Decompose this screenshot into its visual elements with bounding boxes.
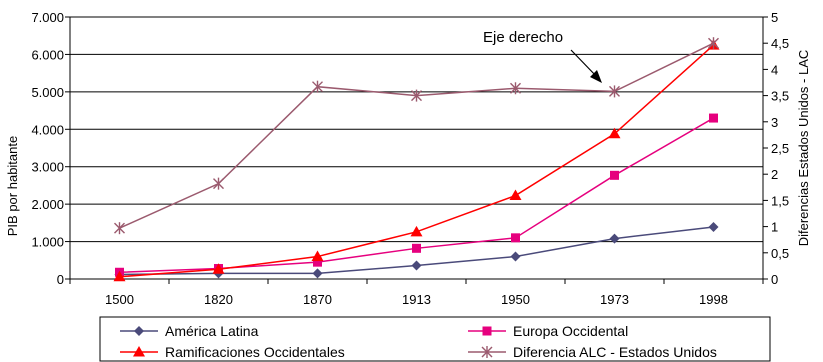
data-point — [114, 222, 125, 235]
x-tick-label: 1913 — [402, 292, 431, 307]
data-point — [509, 189, 522, 201]
legend-item: Ramificaciones Occidentales — [120, 344, 345, 360]
data-point — [212, 263, 225, 274]
legend-item: Diferencia ALC - Estados Unidos — [468, 344, 717, 360]
right-tick-label: 3 — [771, 115, 778, 130]
legend-label: América Latina — [165, 323, 259, 339]
data-point — [708, 37, 719, 50]
series-line — [119, 42, 714, 229]
left-tick-label: 1.000 — [31, 235, 64, 250]
left-tick-label: 0 — [57, 272, 64, 287]
data-point — [411, 89, 422, 102]
data-point — [510, 251, 521, 262]
x-tick-label: 1950 — [501, 292, 530, 307]
series-square — [115, 113, 718, 277]
data-point — [311, 250, 324, 262]
right-tick-label: 1 — [771, 220, 778, 235]
left-tick-label: 5.000 — [31, 85, 64, 100]
annotation: Eje derecho — [483, 29, 602, 83]
legend-marker — [133, 346, 145, 357]
data-point — [510, 82, 521, 95]
left-axis-title: PIB por habitante — [5, 136, 20, 236]
legend-label: Europa Occidental — [513, 323, 628, 339]
left-tick-label: 4.000 — [31, 122, 64, 137]
gridlines — [70, 16, 763, 243]
x-axis-ticks: 1500 1820 1870 1913 1950 1973 1998 — [69, 279, 764, 307]
legend-label: Diferencia ALC - Estados Unidos — [513, 344, 717, 360]
legend-item: América Latina — [120, 323, 259, 339]
data-point — [411, 260, 422, 271]
x-tick-label: 1820 — [204, 292, 233, 307]
data-point — [313, 257, 322, 267]
left-tick-label: 2.000 — [31, 197, 64, 212]
x-tick-label: 1500 — [105, 292, 134, 307]
data-point — [412, 243, 421, 253]
right-tick-label: 2 — [771, 167, 778, 182]
x-tick-label: 1870 — [303, 292, 332, 307]
left-tick-label: 6.000 — [31, 47, 64, 62]
annotation-label: Eje derecho — [483, 29, 563, 46]
right-tick-label: 1,5 — [771, 193, 789, 208]
right-tick-label: 0,5 — [771, 246, 789, 261]
legend-label: Ramificaciones Occidentales — [165, 344, 345, 360]
data-point — [608, 127, 621, 139]
annotation-arrow-line — [570, 49, 599, 79]
annotation-arrow-head — [590, 70, 602, 83]
right-tick-label: 2,5 — [771, 141, 789, 156]
right-tick-label: 4,5 — [771, 36, 789, 51]
left-tick-label: 3.000 — [31, 160, 64, 175]
right-tick-label: 4 — [771, 62, 778, 77]
left-tick-label: 7.000 — [31, 10, 64, 25]
legend-marker — [482, 326, 492, 336]
legend-marker — [134, 326, 144, 336]
data-point — [609, 233, 620, 244]
series-layer — [113, 37, 720, 282]
x-tick-label: 1998 — [699, 292, 728, 307]
left-axis-ticks: 0 1.000 2.000 3.000 4.000 5.000 6.000 7.000 — [31, 10, 70, 287]
right-axis-title: Diferencias Estados Unidos - LAC — [796, 50, 811, 247]
data-point — [312, 268, 323, 279]
right-tick-label: 5 — [771, 10, 778, 25]
legend-box — [99, 316, 771, 362]
data-point — [213, 177, 224, 190]
right-tick-label: 0 — [771, 272, 778, 287]
legend-item: Europa Occidental — [468, 323, 628, 339]
data-point — [610, 170, 619, 180]
right-axis-ticks: 0 0,5 1 1,5 2 2,5 3 3,5 4 4,5 5 — [763, 10, 789, 287]
legend: América Latina Europa Occidental Ramificac… — [99, 316, 771, 362]
data-point — [709, 113, 718, 123]
axes — [69, 17, 764, 280]
data-point — [708, 221, 719, 232]
data-point — [312, 80, 323, 93]
right-tick-label: 3,5 — [771, 89, 789, 104]
data-point — [410, 225, 423, 237]
data-point — [609, 85, 620, 98]
data-point — [511, 233, 520, 243]
x-tick-label: 1973 — [600, 292, 629, 307]
data-point — [113, 270, 126, 282]
series-star — [114, 37, 719, 235]
legend-marker — [481, 346, 493, 358]
